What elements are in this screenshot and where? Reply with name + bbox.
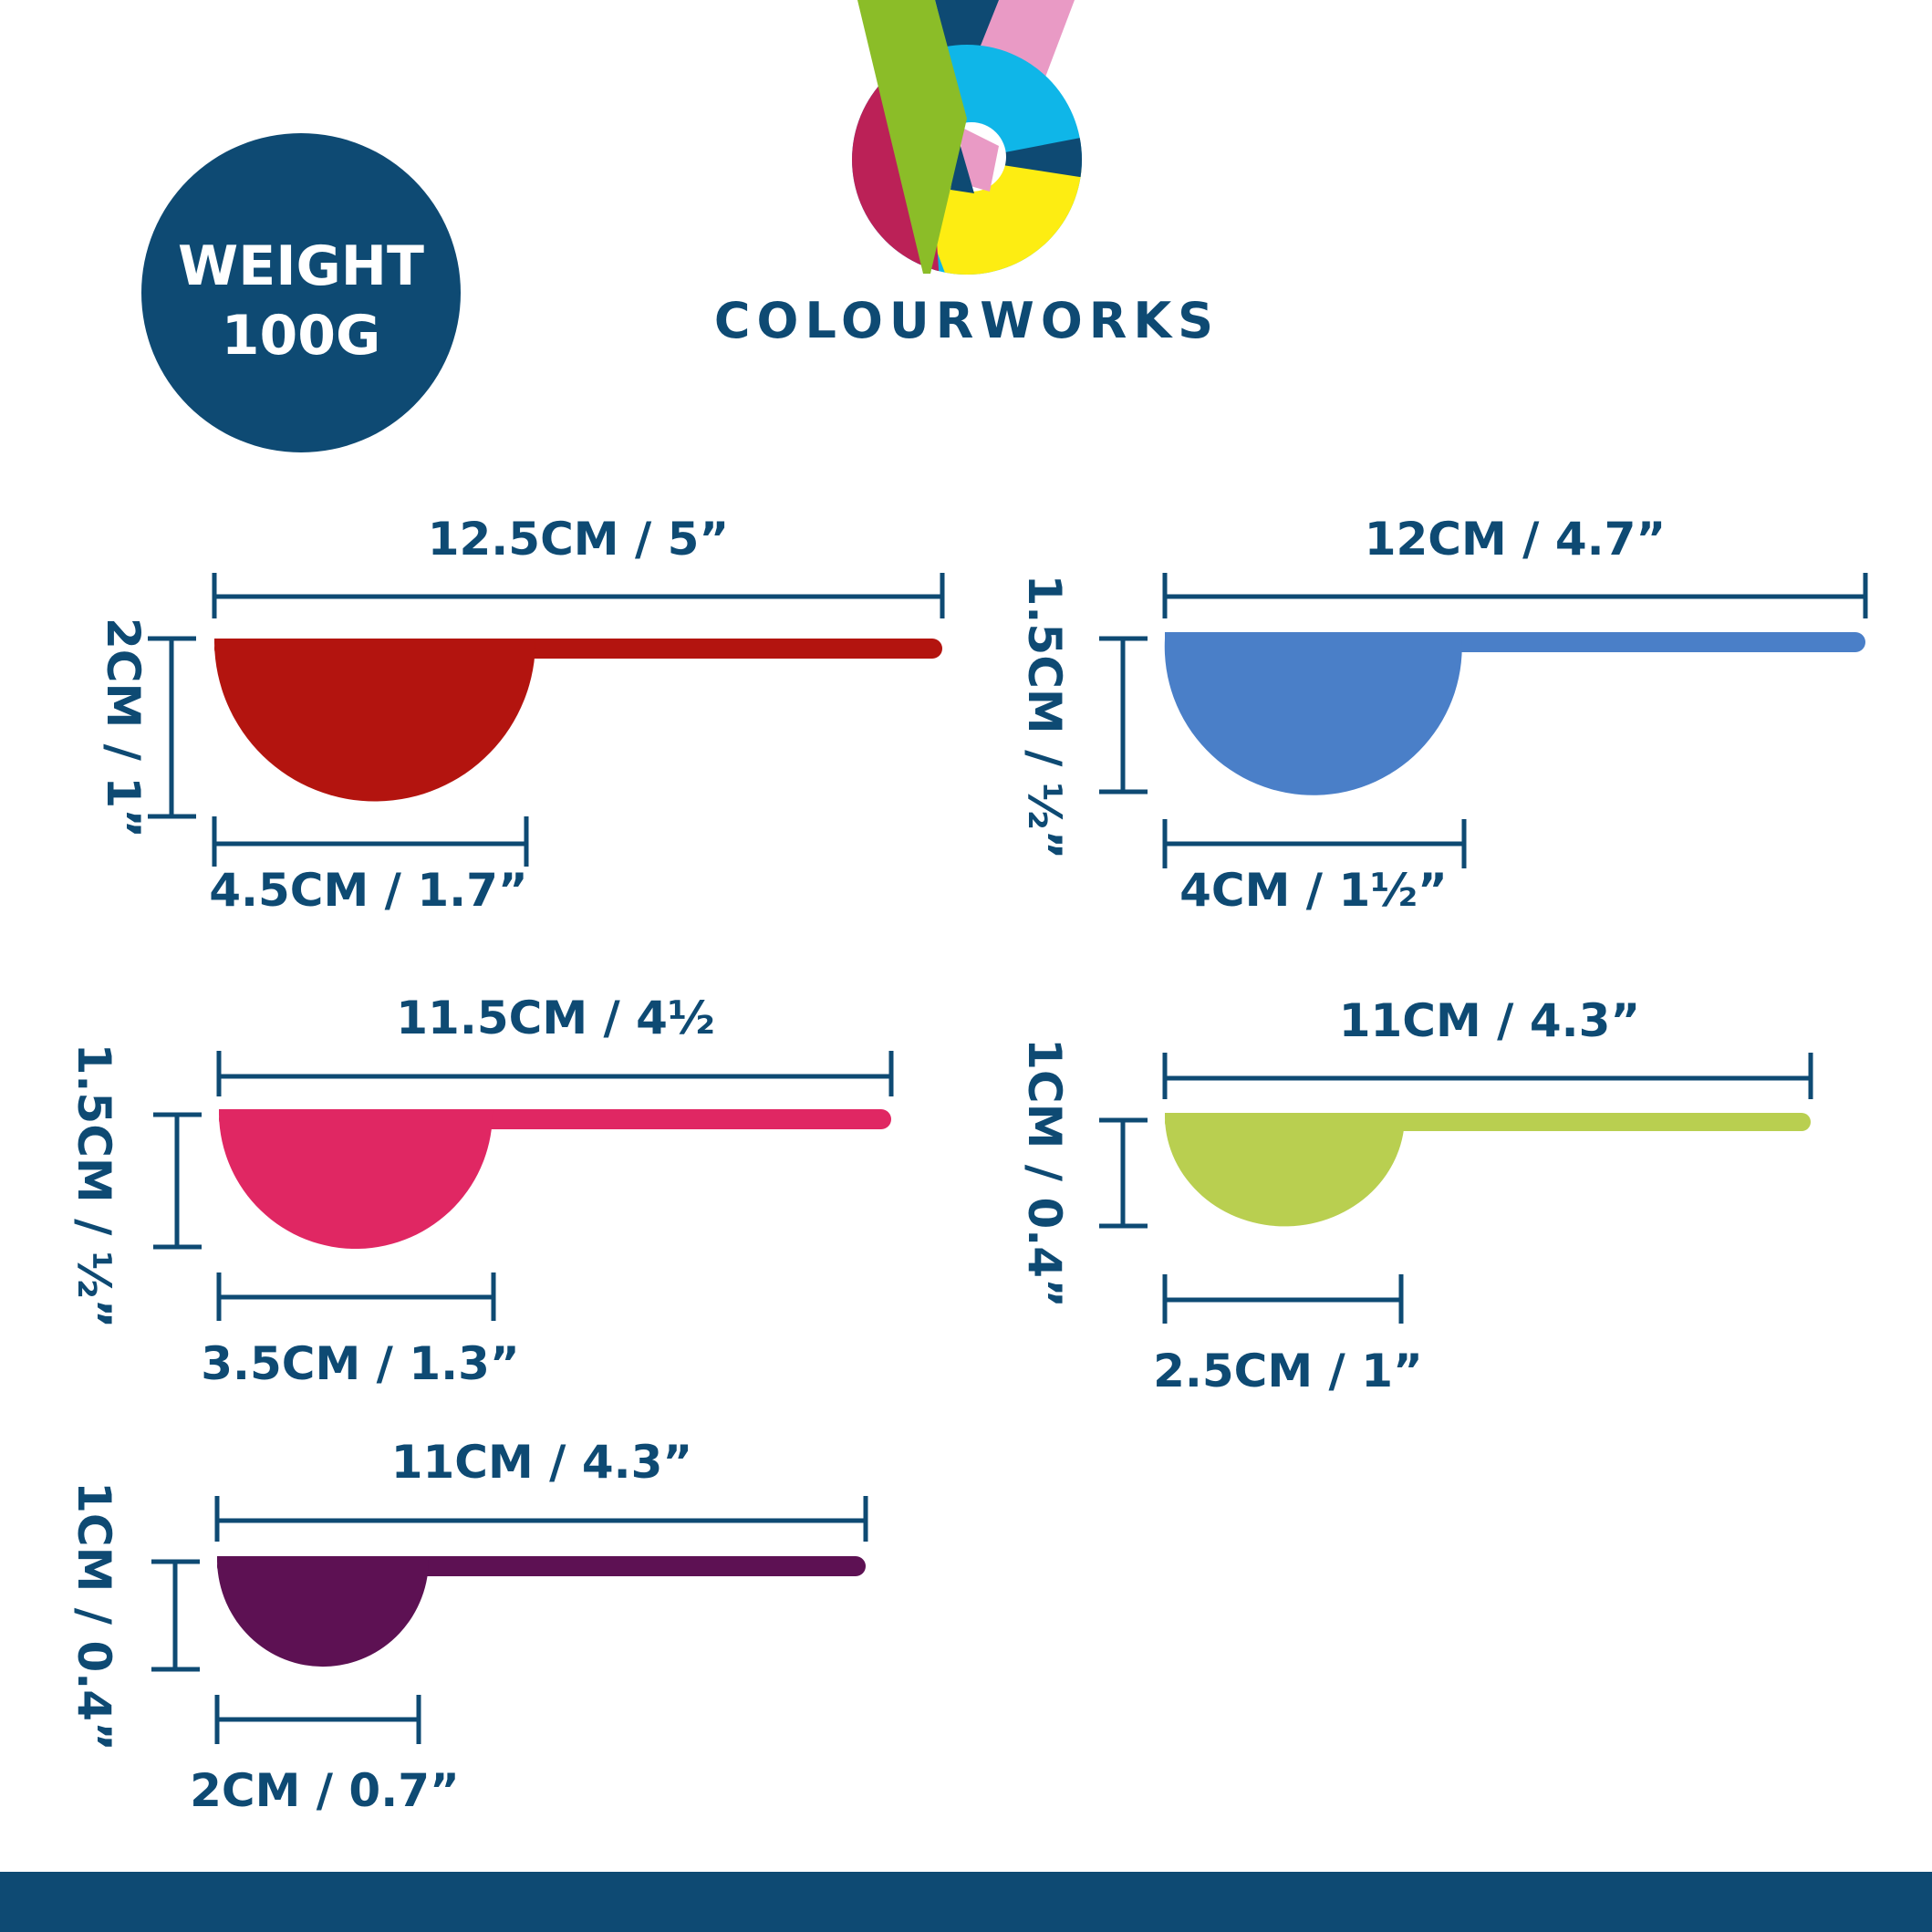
spoon-bowl [219,1109,493,1250]
height-dimension-line [153,1112,202,1250]
spoon-shape [217,1556,866,1667]
bowl-label: 3.5CM / 1.3” [201,1337,520,1390]
length-label: 12CM / 4.7” [1365,513,1667,566]
height-dimension-line [1099,636,1148,795]
footer-bar [0,1872,1932,1932]
spoon-bowl [214,639,536,802]
spoon-blue: 12CM / 4.7” 1.5CM / ½” 4CM / 1½” [1018,513,1868,917]
spoon-lime: 11CM / 4.3” 1CM / 0.4” 2.5CM / 1” [1018,994,1813,1397]
spoon-shape [1165,1113,1811,1227]
spoon-bowl [1164,632,1462,795]
length-dimension-line [1162,1053,1813,1099]
badge-weight-value: 100G [222,304,381,368]
height-label: 1CM / 0.4” [1018,1038,1071,1308]
badge-circle [141,133,461,452]
bowl-dimension-line [216,1272,496,1321]
length-label: 11.5CM / 4½ [396,992,714,1044]
length-label: 12.5CM / 5” [428,513,730,566]
length-dimension-line [212,573,945,618]
logo-wordmark: COLOURWORKS [714,292,1220,349]
height-dimension-line [1099,1117,1148,1229]
height-label: 1CM / 0.4” [68,1481,120,1751]
length-label: 11CM / 4.3” [391,1436,693,1489]
spoon-bowl [217,1556,430,1667]
weight-badge: WEIGHT 100G [141,133,461,452]
bowl-label: 4.5CM / 1.7” [209,864,528,917]
length-dimension-line [1162,573,1868,618]
bowl-label: 4CM / 1½” [1179,864,1448,917]
bowl-dimension-line [1162,819,1467,868]
bowl-dimension-line [214,1695,421,1744]
spoon-purple: 11CM / 4.3” 1CM / 0.4” 2CM / 0.7” [68,1436,868,1817]
spoon-pink: 11.5CM / 4½ 1.5CM / ½” 3.5CM / 1.3” [68,992,894,1390]
colourworks-logo: COLOURWORKS [714,0,1220,349]
height-dimension-line [151,1559,200,1672]
length-dimension-line [214,1496,868,1542]
height-label: 1.5CM / ½” [68,1044,120,1329]
spoon-shape [219,1109,891,1250]
bowl-label: 2.5CM / 1” [1153,1345,1423,1397]
bowl-dimension-line [1162,1274,1404,1324]
bowl-label: 2CM / 0.7” [190,1764,460,1817]
spoon-shape [214,639,942,802]
bowl-dimension-line [212,816,529,867]
length-dimension-line [216,1051,894,1096]
length-label: 11CM / 4.3” [1339,994,1641,1047]
height-label: 1.5CM / ½” [1018,575,1071,860]
spoon-red: 12.5CM / 5” 2CM / 1” 4.5CM / 1.7” [97,513,945,917]
spoon-bowl [1165,1113,1406,1227]
height-label: 2CM / 1” [97,618,150,838]
logo-green-stroke [857,0,967,274]
badge-weight-label: WEIGHT [178,234,424,298]
spoon-shape [1164,632,1865,795]
height-dimension-line [148,636,196,819]
